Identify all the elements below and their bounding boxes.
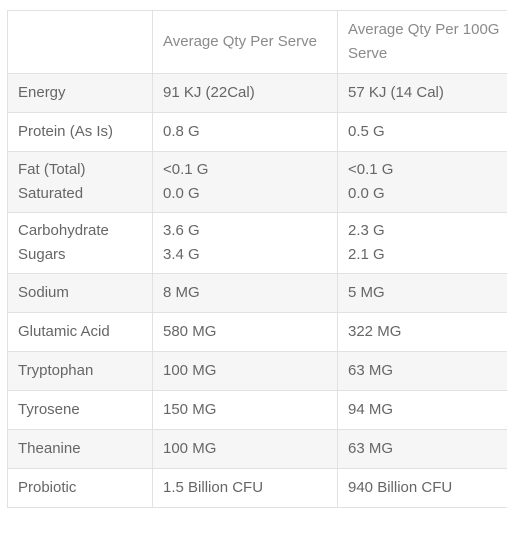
- row-value-per100: 57 KJ (14 Cal): [337, 73, 507, 113]
- row-value-per100: 5 MG: [337, 273, 507, 313]
- row-value-per100: 2.3 G: [348, 222, 385, 239]
- row-value-serve: 150 MG: [152, 390, 338, 430]
- row-label: Tyrosene: [7, 390, 153, 430]
- row-label: Tryptophan: [7, 351, 153, 391]
- row-label-cell: Carbohydrate Sugars: [7, 212, 153, 274]
- row-label: Probiotic: [7, 468, 153, 508]
- row-value-per100: 63 MG: [337, 351, 507, 391]
- row-value-serve: 1.5 Billion CFU: [152, 468, 338, 508]
- row-sublabel: Saturated: [18, 185, 84, 202]
- nutrition-table-container: Average Qty Per Serve Average Qty Per 10…: [7, 10, 507, 529]
- row-value-per100: 322 MG: [337, 312, 507, 352]
- row-value-serve: 580 MG: [152, 312, 338, 352]
- table-row-tyrosene: Tyrosene 150 MG 94 MG: [7, 390, 507, 430]
- row-subvalue-per100: 2.1 G: [348, 246, 385, 263]
- row-label: Carbohydrate: [18, 222, 109, 239]
- row-subvalue-serve: 0.0 G: [163, 185, 200, 202]
- row-value-serve: <0.1 G: [163, 161, 209, 178]
- row-sublabel: Sugars: [18, 246, 66, 263]
- row-label: Fat (Total): [18, 161, 86, 178]
- row-label-cell: Fat (Total) Saturated: [7, 151, 153, 213]
- row-value-serve: 3.6 G: [163, 222, 200, 239]
- table-row-sodium: Sodium 8 MG 5 MG: [7, 273, 507, 313]
- row-value-serve-cell: <0.1 G 0.0 G: [152, 151, 338, 213]
- table-row-theanine: Theanine 100 MG 63 MG: [7, 429, 507, 469]
- row-value-per100: 940 Billion CFU: [337, 468, 507, 508]
- row-value-serve: 100 MG: [152, 351, 338, 391]
- row-label: Sodium: [7, 273, 153, 313]
- header-per-serve: Average Qty Per Serve: [152, 10, 338, 74]
- row-value-per100: 63 MG: [337, 429, 507, 469]
- row-label: Energy: [7, 73, 153, 113]
- row-value-per100: 94 MG: [337, 390, 507, 430]
- row-value-per100: <0.1 G: [348, 161, 394, 178]
- nutrition-table: Average Qty Per Serve Average Qty Per 10…: [7, 10, 507, 508]
- table-row-energy: Energy 91 KJ (22Cal) 57 KJ (14 Cal): [7, 73, 507, 113]
- row-value-per100-cell: 2.3 G 2.1 G: [337, 212, 507, 274]
- row-value-per100: 0.5 G: [337, 112, 507, 152]
- header-per-100g: Average Qty Per 100G Serve: [337, 10, 507, 74]
- table-row-carbohydrate: Carbohydrate Sugars 3.6 G 3.4 G 2.3 G 2.…: [7, 212, 507, 274]
- row-value-serve-cell: 3.6 G 3.4 G: [152, 212, 338, 274]
- row-subvalue-serve: 3.4 G: [163, 246, 200, 263]
- table-header-row: Average Qty Per Serve Average Qty Per 10…: [7, 10, 507, 74]
- header-empty-cell: [7, 10, 153, 74]
- table-row-protein: Protein (As Is) 0.8 G 0.5 G: [7, 112, 507, 152]
- table-row-probiotic: Probiotic 1.5 Billion CFU 940 Billion CF…: [7, 468, 507, 508]
- row-subvalue-per100: 0.0 G: [348, 185, 385, 202]
- row-value-per100-cell: <0.1 G 0.0 G: [337, 151, 507, 213]
- row-value-serve: 0.8 G: [152, 112, 338, 152]
- row-label: Theanine: [7, 429, 153, 469]
- row-label: Glutamic Acid: [7, 312, 153, 352]
- row-label: Protein (As Is): [7, 112, 153, 152]
- table-row-fat: Fat (Total) Saturated <0.1 G 0.0 G <0.1 …: [7, 151, 507, 213]
- table-row-tryptophan: Tryptophan 100 MG 63 MG: [7, 351, 507, 391]
- row-value-serve: 100 MG: [152, 429, 338, 469]
- row-value-serve: 91 KJ (22Cal): [152, 73, 338, 113]
- row-value-serve: 8 MG: [152, 273, 338, 313]
- table-row-glutamic-acid: Glutamic Acid 580 MG 322 MG: [7, 312, 507, 352]
